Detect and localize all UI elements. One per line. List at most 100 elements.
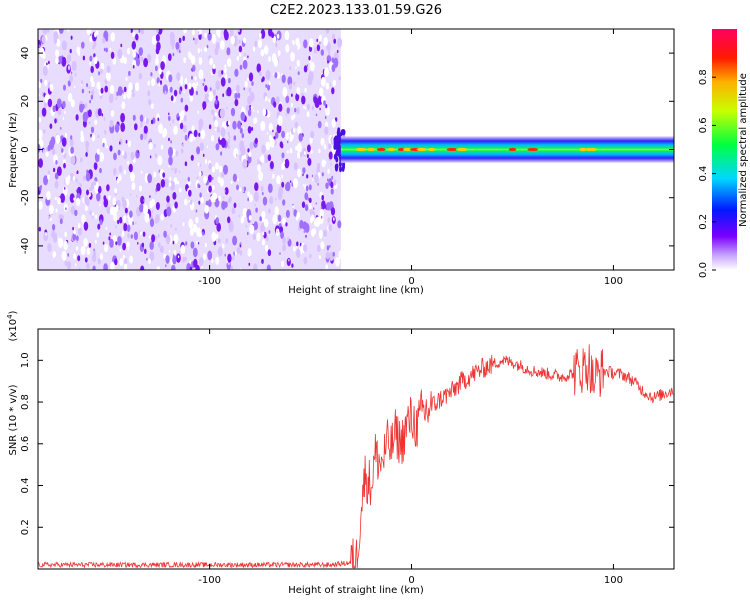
noise-speckle [114, 123, 120, 133]
noise-speckle [252, 46, 256, 52]
noise-speckle [312, 178, 314, 182]
noise-speckle [210, 195, 215, 203]
noise-speckle [267, 183, 273, 193]
noise-speckle [303, 230, 305, 233]
noise-speckle [199, 192, 202, 198]
noise-speckle [291, 93, 293, 97]
noise-speckle [170, 180, 175, 191]
noise-speckle [77, 223, 81, 229]
noise-speckle [259, 157, 262, 161]
noise-speckle [57, 166, 62, 176]
noise-speckle [160, 179, 166, 188]
noise-speckle [236, 184, 239, 191]
noise-speckle [260, 49, 265, 57]
noise-speckle [90, 94, 94, 100]
noise-speckle [323, 37, 328, 47]
noise-speckle [224, 64, 227, 69]
noise-speckle [166, 206, 172, 217]
noise-speckle [188, 82, 192, 90]
noise-speckle [241, 186, 245, 193]
noise-speckle [247, 148, 250, 153]
noise-speckle [123, 86, 127, 92]
noise-speckle [150, 103, 154, 110]
noise-speckle [149, 138, 151, 142]
noise-speckle [253, 263, 258, 270]
noise-speckle [182, 143, 185, 148]
noise-speckle [124, 207, 128, 214]
noise-speckle [316, 44, 321, 52]
noise-speckle [291, 115, 294, 121]
noise-speckle [184, 84, 188, 90]
noise-speckle [215, 100, 218, 105]
noise-speckle [108, 195, 111, 201]
noise-speckle [211, 231, 217, 242]
noise-speckle [70, 155, 76, 165]
noise-speckle [83, 221, 89, 231]
noise-speckle [212, 185, 215, 191]
noise-speckle [318, 87, 324, 97]
noise-speckle [127, 214, 130, 219]
noise-speckle [65, 132, 67, 137]
noise-speckle [103, 243, 109, 253]
noise-speckle [182, 35, 185, 42]
noise-speckle [127, 247, 129, 251]
noise-speckle [319, 41, 321, 45]
noise-speckle [168, 156, 173, 166]
noise-speckle [62, 186, 68, 197]
noise-speckle [208, 162, 212, 170]
noise-speckle [78, 267, 81, 270]
noise-speckle [54, 180, 59, 189]
noise-speckle [274, 72, 278, 79]
noise-speckle [295, 66, 297, 70]
noise-speckle [46, 62, 48, 66]
noise-speckle [129, 193, 132, 197]
noise-speckle [261, 239, 266, 246]
noise-speckle [63, 84, 66, 91]
signal-hotspot [403, 147, 412, 152]
noise-speckle [118, 165, 123, 173]
noise-speckle [207, 250, 213, 261]
noise-speckle [228, 120, 231, 126]
noise-speckle [166, 195, 170, 203]
snr-x-tick-label: -100 [198, 575, 221, 586]
snr-y-tick-label: 1.0 [20, 352, 31, 368]
noise-speckle [226, 47, 231, 56]
spectrogram-x-ticks: -100 0 100 [198, 29, 623, 287]
noise-speckle [116, 91, 119, 97]
noise-speckle [155, 202, 160, 210]
noise-speckle [266, 132, 269, 135]
noise-speckle [260, 222, 266, 233]
noise-speckle [110, 109, 115, 117]
noise-speckle [75, 178, 78, 183]
noise-speckle [212, 67, 216, 75]
noise-speckle [233, 147, 239, 159]
noise-speckle [320, 76, 326, 87]
noise-speckle [295, 37, 300, 47]
noise-speckle [289, 147, 293, 154]
noise-speckle [204, 46, 207, 53]
noise-speckle [286, 150, 289, 154]
noise-speckle [313, 96, 317, 104]
noise-speckle [197, 241, 200, 245]
noise-speckle [72, 226, 74, 231]
noise-speckle [86, 29, 92, 36]
noise-speckle [265, 141, 271, 151]
noise-speckle [120, 112, 125, 123]
noise-speckle [297, 46, 300, 50]
noise-speckle [81, 88, 85, 94]
noise-speckle [202, 101, 207, 110]
snr-x-tick-label: 100 [604, 575, 623, 586]
noise-speckle [172, 255, 177, 265]
noise-speckle [204, 85, 208, 92]
noise-speckle [105, 36, 109, 42]
noise-speckle [148, 258, 151, 265]
noise-speckle [318, 255, 321, 260]
noise-speckle [275, 96, 280, 105]
noise-speckle [90, 65, 94, 74]
noise-speckle [315, 202, 317, 205]
noise-speckle [305, 185, 309, 192]
noise-speckle [138, 29, 141, 33]
noise-speckle [320, 206, 323, 210]
noise-speckle [241, 133, 245, 139]
noise-speckle [272, 214, 278, 225]
